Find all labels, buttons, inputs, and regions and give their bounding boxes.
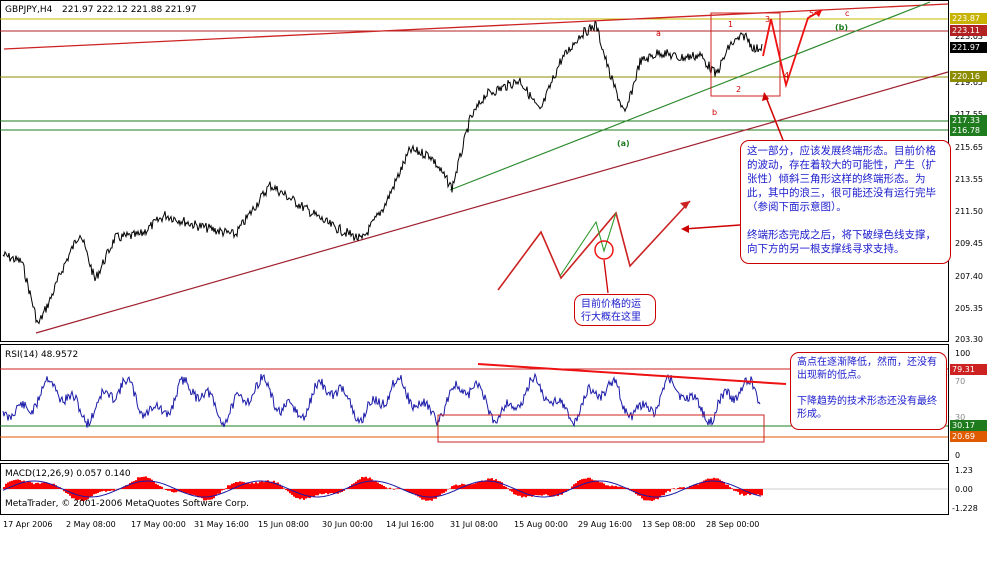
current-position-circle: [594, 240, 614, 260]
annotation-note-main: 这一部分，应该发展终端形态。目前价格的波动，存在着较大的可能性，产生（扩张性）倾…: [740, 140, 951, 264]
rsi-scale-70: 70: [955, 377, 965, 386]
macd-scale-zero: 0.00: [955, 485, 973, 494]
level-tag: 216.78: [950, 125, 987, 136]
price-label: 219.65: [955, 78, 983, 87]
time-label: 28 Sep 00:00: [706, 520, 759, 529]
rsi-lows-box: [437, 414, 765, 443]
time-label: 13 Sep 08:00: [642, 520, 695, 529]
time-label: 31 May 16:00: [194, 520, 249, 529]
rsi-panel-frame: [0, 344, 949, 461]
price-label: 205.35: [955, 304, 983, 313]
wave-label-c: c: [845, 9, 849, 18]
time-label: 30 Jun 00:00: [322, 520, 373, 529]
macd-title: MACD(12,26,9) 0.057 0.140: [5, 469, 131, 479]
note-arrow-to-box-head: [762, 92, 769, 101]
note-arrow-to-schematic: [683, 224, 741, 230]
time-label: 15 Aug 00:00: [514, 520, 568, 529]
macd-scale-top: 1.23: [955, 466, 973, 475]
time-label: 15 Jun 08:00: [258, 520, 309, 529]
level-tag: 220.16: [950, 71, 987, 82]
green-support-line: [449, 1, 931, 191]
price-label: 203.30: [955, 335, 983, 344]
level-tag: 223.11: [950, 25, 987, 36]
macd-histogram: [3, 476, 763, 501]
rsi-scale-0: 0: [955, 451, 960, 460]
wave-box: [710, 12, 781, 97]
wave-label-1: 1: [728, 20, 733, 29]
main-ohlc: 221.97 222.12 221.88 221.97: [62, 5, 197, 15]
schematic-wave: [497, 200, 691, 291]
price-label: 209.45: [955, 239, 983, 248]
time-label: 31 Jul 08:00: [450, 520, 498, 529]
wave-label-paren-b: (b): [835, 23, 848, 32]
wave-label-5: 5: [809, 9, 814, 18]
schematic-arrowhead: [680, 201, 690, 209]
annotation-note-rsi: 高点在逐渐降低，然而，还没有出现新的低点。 下降趋势的技术形态还没有最终形成。: [790, 352, 947, 430]
price-label: 217.55: [955, 110, 983, 119]
circle-arrow: [603, 259, 609, 294]
projected-wave-path: [762, 9, 823, 89]
rsi-falling-highs-line: [477, 363, 787, 385]
rsi-level-tag: 20.69: [950, 431, 987, 442]
wave-label-3: 3: [765, 15, 770, 24]
price-label: 223.03: [955, 32, 983, 41]
rsi-title: RSI(14) 48.9572: [5, 350, 78, 360]
price-label: 207.40: [955, 272, 983, 281]
rsi-scale-30: 30: [955, 413, 965, 422]
schematic-green-wedge: [559, 212, 617, 277]
time-label: 14 Jul 16:00: [386, 520, 434, 529]
main-price-axis: 223.03 219.65 217.55 215.65 213.55 211.5…: [955, 32, 983, 344]
wave-label-paren-a: (a): [617, 139, 630, 148]
price-series: [2, 20, 763, 325]
upper-red-trendline: [3, 3, 949, 50]
wave-label-a: a: [656, 29, 661, 38]
time-label: 17 Apr 2006: [3, 520, 52, 529]
time-label: 2 May 08:00: [66, 520, 116, 529]
wave-label-4: 4: [784, 71, 789, 80]
macd-signal-line: [2, 480, 762, 498]
time-label: 17 May 00:00: [131, 520, 186, 529]
price-label: 211.50: [955, 207, 983, 216]
rsi-series: [2, 372, 761, 428]
current-price-tag: 221.97: [950, 42, 987, 53]
rsi-scale-100: 100: [955, 349, 970, 358]
rsi-level-tag: 30.17: [950, 420, 987, 431]
note-arrow-to-schematic-head: [681, 225, 689, 233]
wave-label-b: b: [712, 108, 717, 117]
level-tag: 217.33: [950, 115, 987, 126]
main-title: GBPJPY,H4: [5, 5, 53, 15]
note-arrow-to-box: [765, 96, 784, 141]
level-tag: 223.87: [950, 13, 987, 24]
macd-scale-bottom: -1.228: [952, 504, 978, 513]
time-axis: 17 Apr 2006 2 May 08:00 17 May 00:00 31 …: [3, 520, 759, 529]
copyright-text: MetaTrader, © 2001-2006 MetaQuotes Softw…: [5, 499, 249, 509]
wave-label-2: 2: [736, 85, 741, 94]
projected-wave-arrowhead: [814, 10, 822, 17]
price-label: 213.55: [955, 175, 983, 184]
rsi-level-tag: 79.31: [950, 364, 987, 375]
annotation-note-current: 目前价格的运行大概在这里: [574, 294, 656, 326]
time-label: 29 Aug 16:00: [578, 520, 632, 529]
lower-red-trendline: [35, 71, 949, 334]
price-label: 215.65: [955, 143, 983, 152]
